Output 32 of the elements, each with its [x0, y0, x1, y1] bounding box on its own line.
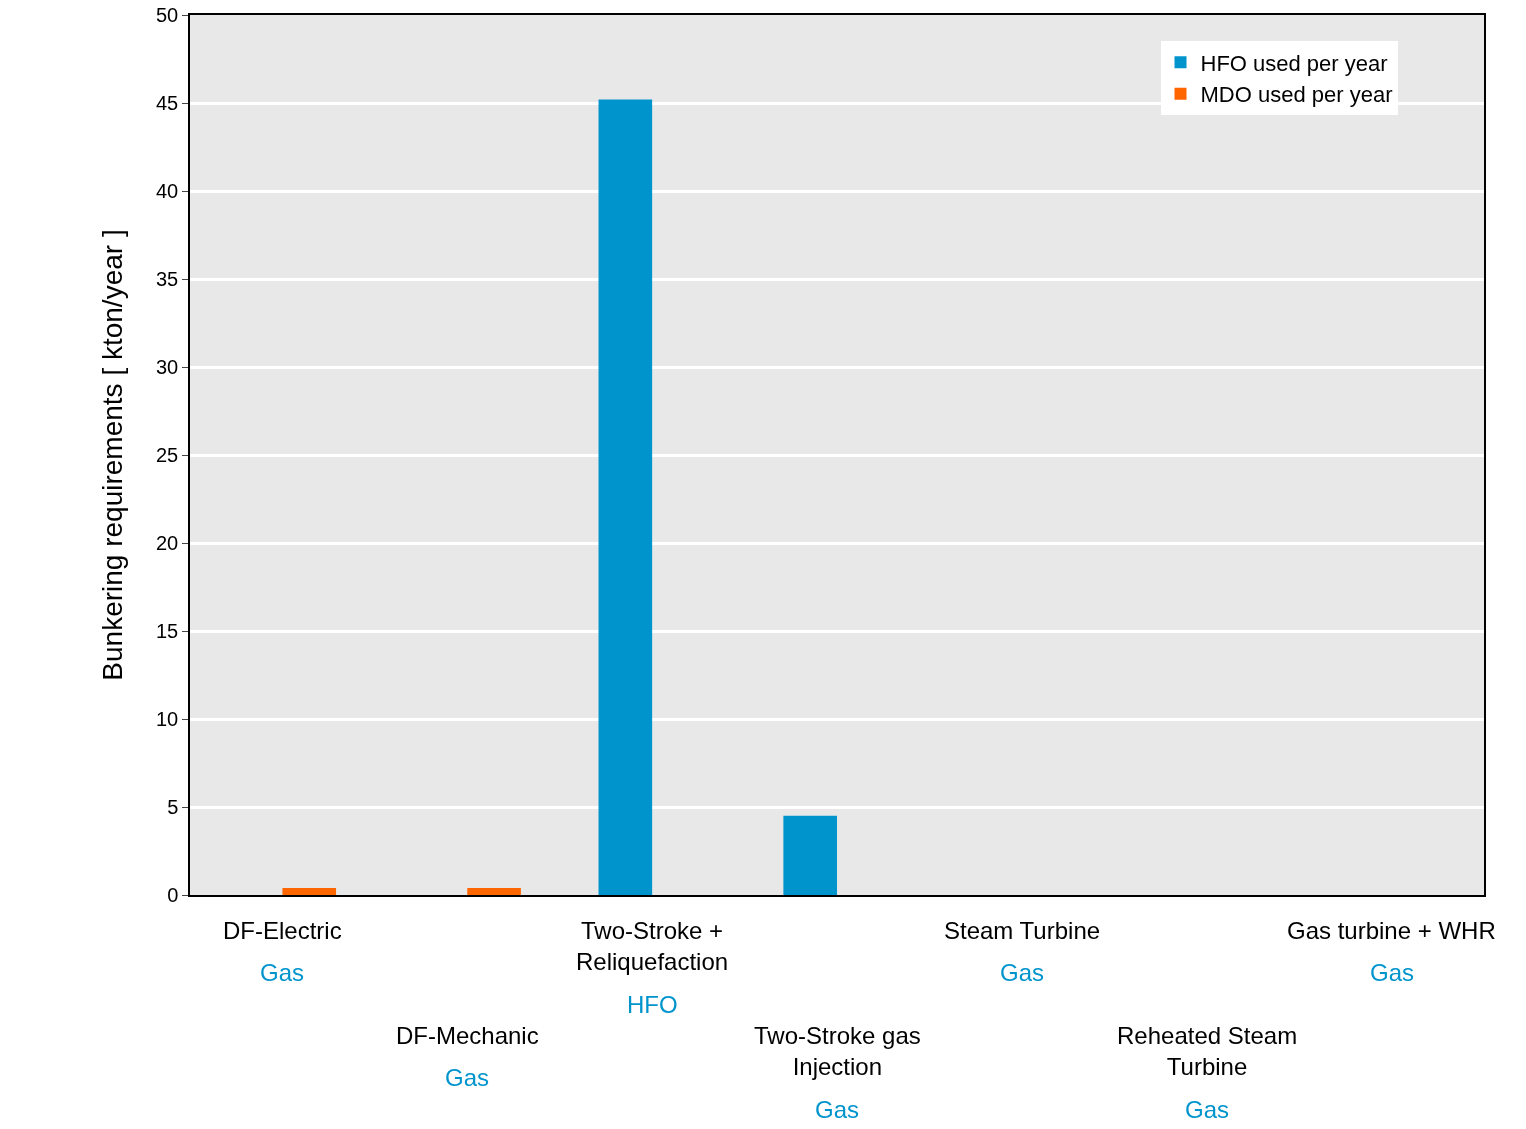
text: Gas — [445, 1064, 490, 1091]
y-axis-title: Bunkering requirements [ kton/year ] — [97, 229, 129, 681]
x-tick-label: Reheated Steam Turbine — [1117, 1022, 1298, 1081]
y-tick-label: 20 — [156, 532, 179, 554]
y-tick-label: 15 — [156, 620, 179, 642]
x-tick-label: Two-Stroke + Reliquefaction — [576, 917, 729, 976]
y-tick-label: 10 — [156, 708, 179, 730]
y-tick-label: 0 — [167, 884, 179, 906]
text: Gas — [1185, 1096, 1230, 1123]
y-tick-label: 35 — [156, 268, 179, 290]
bar — [282, 887, 337, 895]
y-tick-label: 45 — [156, 92, 179, 114]
text: Gas — [260, 959, 305, 986]
x-tick-label: Two-Stroke gas Injection — [754, 1022, 921, 1081]
x-tick-label: DF-Mechanic — [396, 1022, 539, 1049]
y-tick-label: 40 — [156, 180, 179, 202]
bar — [783, 815, 837, 895]
y-tick-label: 30 — [156, 356, 179, 378]
text: Gas — [1370, 959, 1415, 986]
y-tick-label: 25 — [156, 444, 179, 466]
x-tick-label: DF-Electric — [223, 917, 342, 944]
text: Gas — [1000, 959, 1045, 986]
y-tick-label: 5 — [167, 796, 179, 818]
x-tick-label: Gas turbine + WHR — [1287, 917, 1496, 944]
legend-label: MDO used per year — [1200, 82, 1393, 108]
y-tick-label: 50 — [156, 4, 179, 26]
text: HFO — [627, 991, 678, 1018]
x-tick-label: Steam Turbine — [944, 917, 1101, 944]
legend-label: HFO used per year — [1200, 50, 1388, 76]
bar — [598, 99, 653, 895]
text: Gas — [815, 1096, 860, 1123]
bar — [467, 887, 521, 895]
